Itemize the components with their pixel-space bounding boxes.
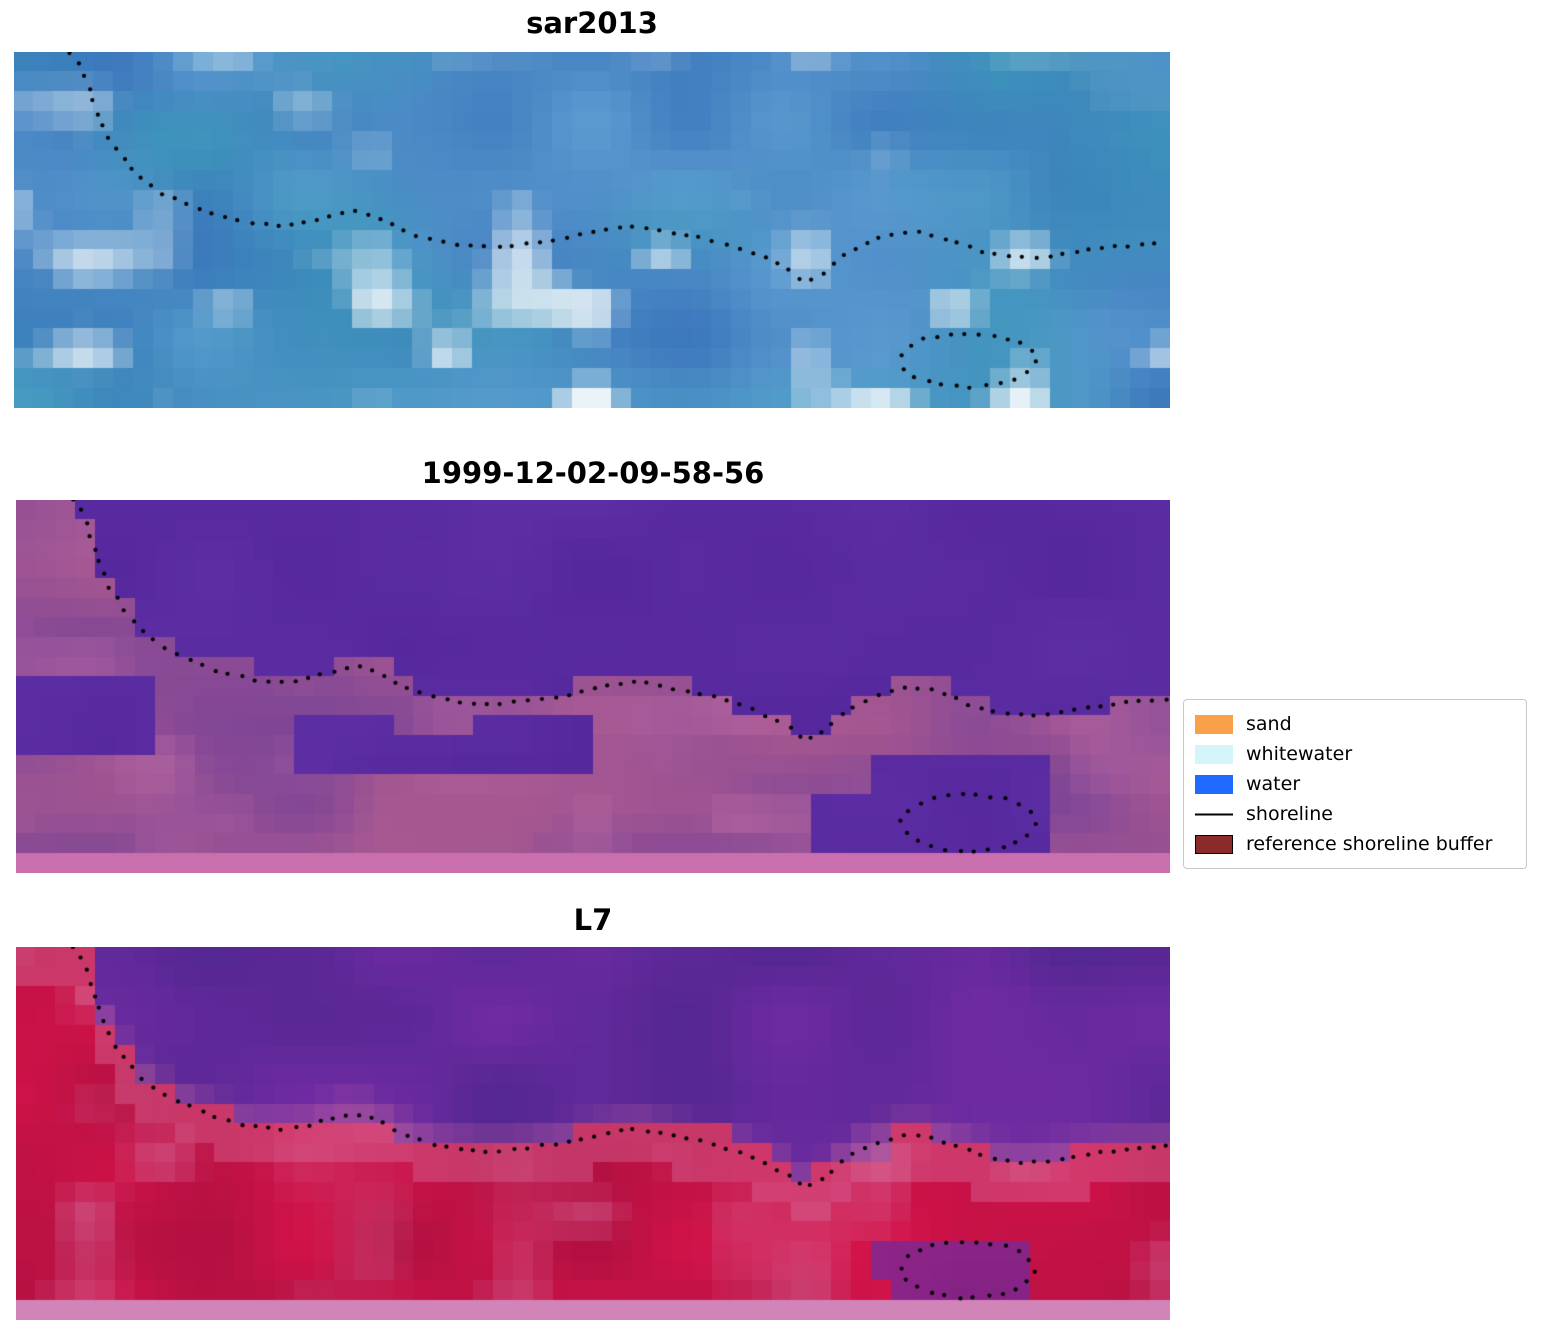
panel-title-sar2013: sar2013 <box>526 6 658 40</box>
legend-label-whitewater: whitewater <box>1246 743 1353 765</box>
legend-row: reference shoreline buffer <box>1195 829 1515 859</box>
sand-swatch <box>1195 714 1233 734</box>
whitewater-swatch <box>1195 744 1233 764</box>
legend-label-water: water <box>1246 773 1301 795</box>
water-swatch <box>1195 774 1233 794</box>
legend-row: sand <box>1195 709 1515 739</box>
panel-title-l7: L7 <box>573 903 613 937</box>
classified-image <box>16 500 1170 873</box>
legend-row: water <box>1195 769 1515 799</box>
legend: sand whitewater water shoreline referenc… <box>1183 699 1527 869</box>
panel-title-classified: 1999-12-02-09-58-56 <box>421 456 765 490</box>
legend-label-reference-buffer: reference shoreline buffer <box>1246 833 1493 855</box>
reference-shoreline-buffer-swatch <box>1195 834 1233 854</box>
legend-row: shoreline <box>1195 799 1515 829</box>
legend-label-sand: sand <box>1246 713 1292 735</box>
legend-row: whitewater <box>1195 739 1515 769</box>
l7-image <box>16 947 1170 1320</box>
legend-label-shoreline: shoreline <box>1246 803 1333 825</box>
sar2013-image <box>14 52 1170 408</box>
shoreline-line-icon <box>1195 804 1233 824</box>
